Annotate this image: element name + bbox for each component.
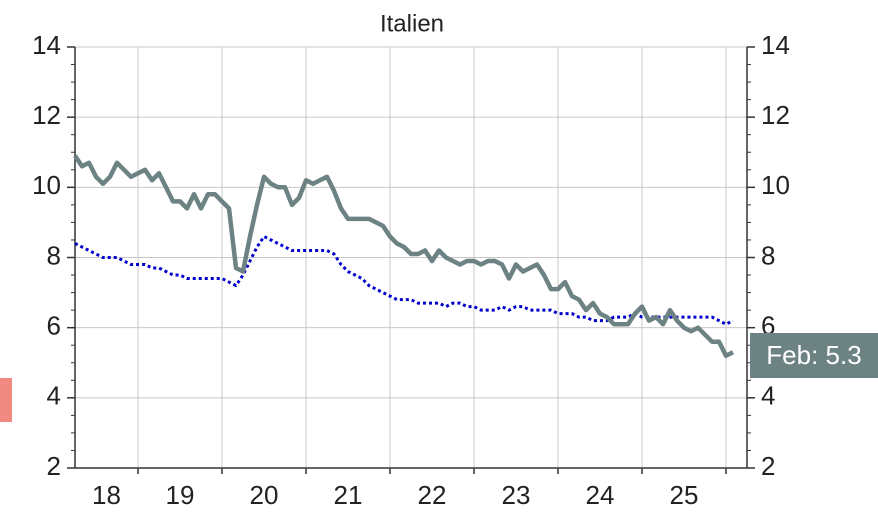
x-tick-label: 21: [334, 480, 363, 510]
y2-tick-label: 2: [761, 451, 775, 481]
chart-title: Italien: [380, 10, 444, 37]
x-tick-label: 18: [92, 480, 121, 510]
y2-tick-label: 4: [761, 381, 775, 411]
y2-tick-label: 8: [761, 240, 775, 270]
y-tick-label: 2: [47, 451, 61, 481]
x-tick-label: 23: [502, 480, 531, 510]
y-tick-label: 12: [32, 100, 61, 130]
y-tick-label: 14: [32, 30, 61, 60]
y-tick-label: 4: [47, 381, 61, 411]
y2-tick-label: 10: [761, 170, 790, 200]
y-tick-label: 10: [32, 170, 61, 200]
cropped-label: [0, 378, 12, 422]
x-tick-label: 20: [250, 480, 279, 510]
annotation-box: [750, 333, 878, 378]
y-tick-label: 6: [47, 311, 61, 341]
x-tick-label: 24: [586, 480, 615, 510]
line-series: [74, 235, 734, 326]
x-tick-label: 22: [418, 480, 447, 510]
y-tick-label: 8: [47, 240, 61, 270]
x-tick-label: 25: [670, 480, 699, 510]
y2-tick-label: 12: [761, 100, 790, 130]
annotation: Feb: 5.3: [766, 340, 861, 370]
x-tick-label: 19: [166, 480, 195, 510]
y2-tick-label: 14: [761, 30, 790, 60]
line-series: [73, 154, 735, 358]
